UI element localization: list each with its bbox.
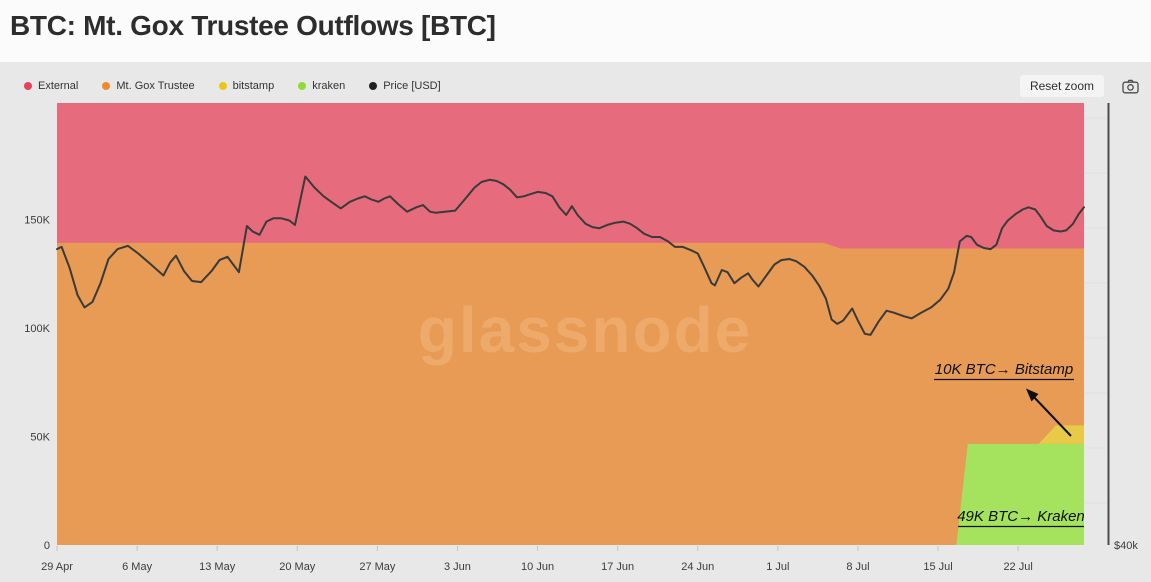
area-bitstamp — [1038, 425, 1084, 444]
legend-dot-icon — [369, 82, 378, 90]
annotation-bitstamp-text: 10K BTC→ Bitstamp — [935, 361, 1073, 378]
chart-toolbar: Reset zoom — [1019, 75, 1139, 97]
legend-item-kraken[interactable]: kraken — [298, 80, 345, 92]
x-tick-label: 1 Jul — [766, 561, 789, 573]
legend-item-label: Price [USD] — [383, 80, 441, 92]
page-title: BTC: Mt. Gox Trustee Outflows [BTC] — [10, 10, 496, 41]
x-tick-label: 15 Jul — [923, 561, 952, 573]
legend-dot-icon — [102, 82, 111, 90]
camera-icon[interactable] — [1122, 79, 1139, 94]
x-tick-label: 6 May — [122, 561, 152, 573]
legend-item-bitstamp[interactable]: bitstamp — [218, 80, 275, 92]
y-tick-label: 100K — [24, 323, 50, 335]
legend-bar: External Mt. Gox Trustee bitstamp kraken Pri… — [24, 74, 1139, 98]
x-tick-label: 17 Jun — [601, 561, 634, 573]
x-tick-label: 13 May — [199, 561, 236, 573]
annotation-arrow-shaft — [1031, 394, 1072, 437]
x-tick-label: 10 Jun — [521, 561, 554, 573]
right-axis-label: $40k — [1114, 540, 1138, 552]
annotation-kraken: 49K BTC→ Kraken — [957, 508, 1085, 528]
annotation-bitstamp: 10K BTC→ Bitstamp — [934, 361, 1074, 437]
legend-item-label: External — [38, 80, 79, 92]
y-axis-labels: 150K 100K 50K 0 — [24, 214, 50, 552]
y-tick-label: 0 — [44, 540, 50, 552]
y-tick-label: 50K — [30, 431, 50, 443]
legend-item-price-usd-[interactable]: Price [USD] — [369, 80, 441, 92]
legend-dot-icon — [298, 82, 307, 90]
right-axis-gridlines — [1085, 117, 1107, 504]
reset-zoom-button[interactable]: Reset zoom — [1019, 75, 1104, 97]
area-series — [57, 103, 1084, 545]
price-line — [56, 175, 1085, 336]
watermark: glassnode — [418, 294, 753, 366]
legend-item-mt-gox-trustee[interactable]: Mt. Gox Trustee — [102, 80, 195, 92]
x-tick-label: 27 May — [359, 561, 396, 573]
x-tick-label: 22 Jul — [1003, 561, 1032, 573]
annotation-arrowhead-icon — [1026, 388, 1039, 402]
legend-dot-icon — [218, 82, 227, 90]
x-tick-label: 24 Jun — [681, 561, 714, 573]
legend-dot-icon — [24, 82, 32, 90]
area-kraken — [956, 443, 1084, 545]
area-mtgox-trustee — [57, 242, 1084, 545]
legend-item-external[interactable]: External — [24, 80, 78, 92]
annotation-kraken-text: 49K BTC→ Kraken — [957, 508, 1085, 525]
x-tick-label: 8 Jul — [846, 561, 869, 573]
x-axis-labels: 29 Apr 6 May 13 May 20 May 27 May 3 Jun 10 Jun… — [41, 546, 1033, 573]
x-tick-label: 29 Apr — [41, 561, 73, 573]
x-tick-label: 20 May — [279, 561, 316, 573]
x-tick-label: 3 Jun — [444, 561, 471, 573]
legend-item-label: Mt. Gox Trustee — [116, 80, 195, 92]
legend-item-label: bitstamp — [232, 80, 275, 92]
y-tick-label: 150K — [24, 214, 50, 226]
legend: External Mt. Gox Trustee bitstamp kraken Pri… — [24, 80, 441, 92]
legend-item-label: kraken — [312, 80, 346, 92]
